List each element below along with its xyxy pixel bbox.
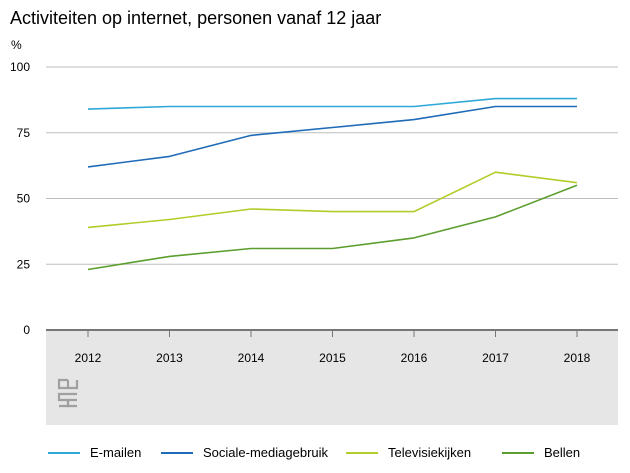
legend-swatch-bellen bbox=[502, 451, 534, 454]
series-line-bellen bbox=[87, 184, 578, 271]
cbs-logo-icon bbox=[57, 378, 79, 408]
chart-title: Activiteiten op internet, personen vanaf… bbox=[10, 8, 382, 28]
y-tick-label: 75 bbox=[17, 126, 31, 140]
x-tick-label: 2015 bbox=[319, 351, 346, 365]
plot-background bbox=[46, 330, 618, 425]
legend-item-bellen: Bellen bbox=[502, 445, 580, 460]
y-tick-label: 0 bbox=[23, 323, 30, 337]
x-tick-label: 2017 bbox=[482, 351, 509, 365]
legend-item-email: E-mailen bbox=[48, 445, 141, 460]
series-lines bbox=[87, 97, 578, 271]
y-tick-labels: 0 25 50 75 100 bbox=[10, 60, 30, 337]
legend-label-email: E-mailen bbox=[90, 445, 142, 460]
legend-swatch-sociale bbox=[161, 451, 193, 454]
legend-swatch-email bbox=[48, 451, 80, 454]
y-axis-unit: % bbox=[11, 38, 22, 52]
gridlines bbox=[46, 66, 618, 265]
legend-swatch-televisie bbox=[346, 451, 378, 454]
series-line-televisie bbox=[87, 171, 578, 229]
legend: E-mailen Sociale-mediagebruik Televisiek… bbox=[0, 445, 630, 465]
series-line-sociale bbox=[87, 105, 577, 168]
x-tick-label: 2014 bbox=[238, 351, 265, 365]
y-tick-label: 25 bbox=[17, 257, 31, 271]
series-line-email bbox=[87, 97, 577, 110]
legend-label-sociale: Sociale-mediagebruik bbox=[203, 445, 329, 460]
legend-item-sociale: Sociale-mediagebruik bbox=[161, 445, 328, 460]
x-tick-labels: 2012 2013 2014 2015 2016 2017 2018 bbox=[75, 330, 591, 365]
x-tick-label: 2012 bbox=[75, 351, 102, 365]
y-tick-label: 100 bbox=[10, 60, 30, 74]
legend-item-televisie: Televisiekijken bbox=[346, 445, 471, 460]
x-tick-label: 2013 bbox=[156, 351, 183, 365]
x-tick-label: 2018 bbox=[564, 351, 591, 365]
legend-label-televisie: Televisiekijken bbox=[388, 445, 472, 460]
legend-label-bellen: Bellen bbox=[544, 445, 581, 460]
line-chart: 0 25 50 75 100 2012 2013 2014 2015 2016 2017 2018 bbox=[10, 60, 618, 425]
x-tick-label: 2016 bbox=[401, 351, 428, 365]
y-tick-label: 50 bbox=[17, 192, 31, 206]
